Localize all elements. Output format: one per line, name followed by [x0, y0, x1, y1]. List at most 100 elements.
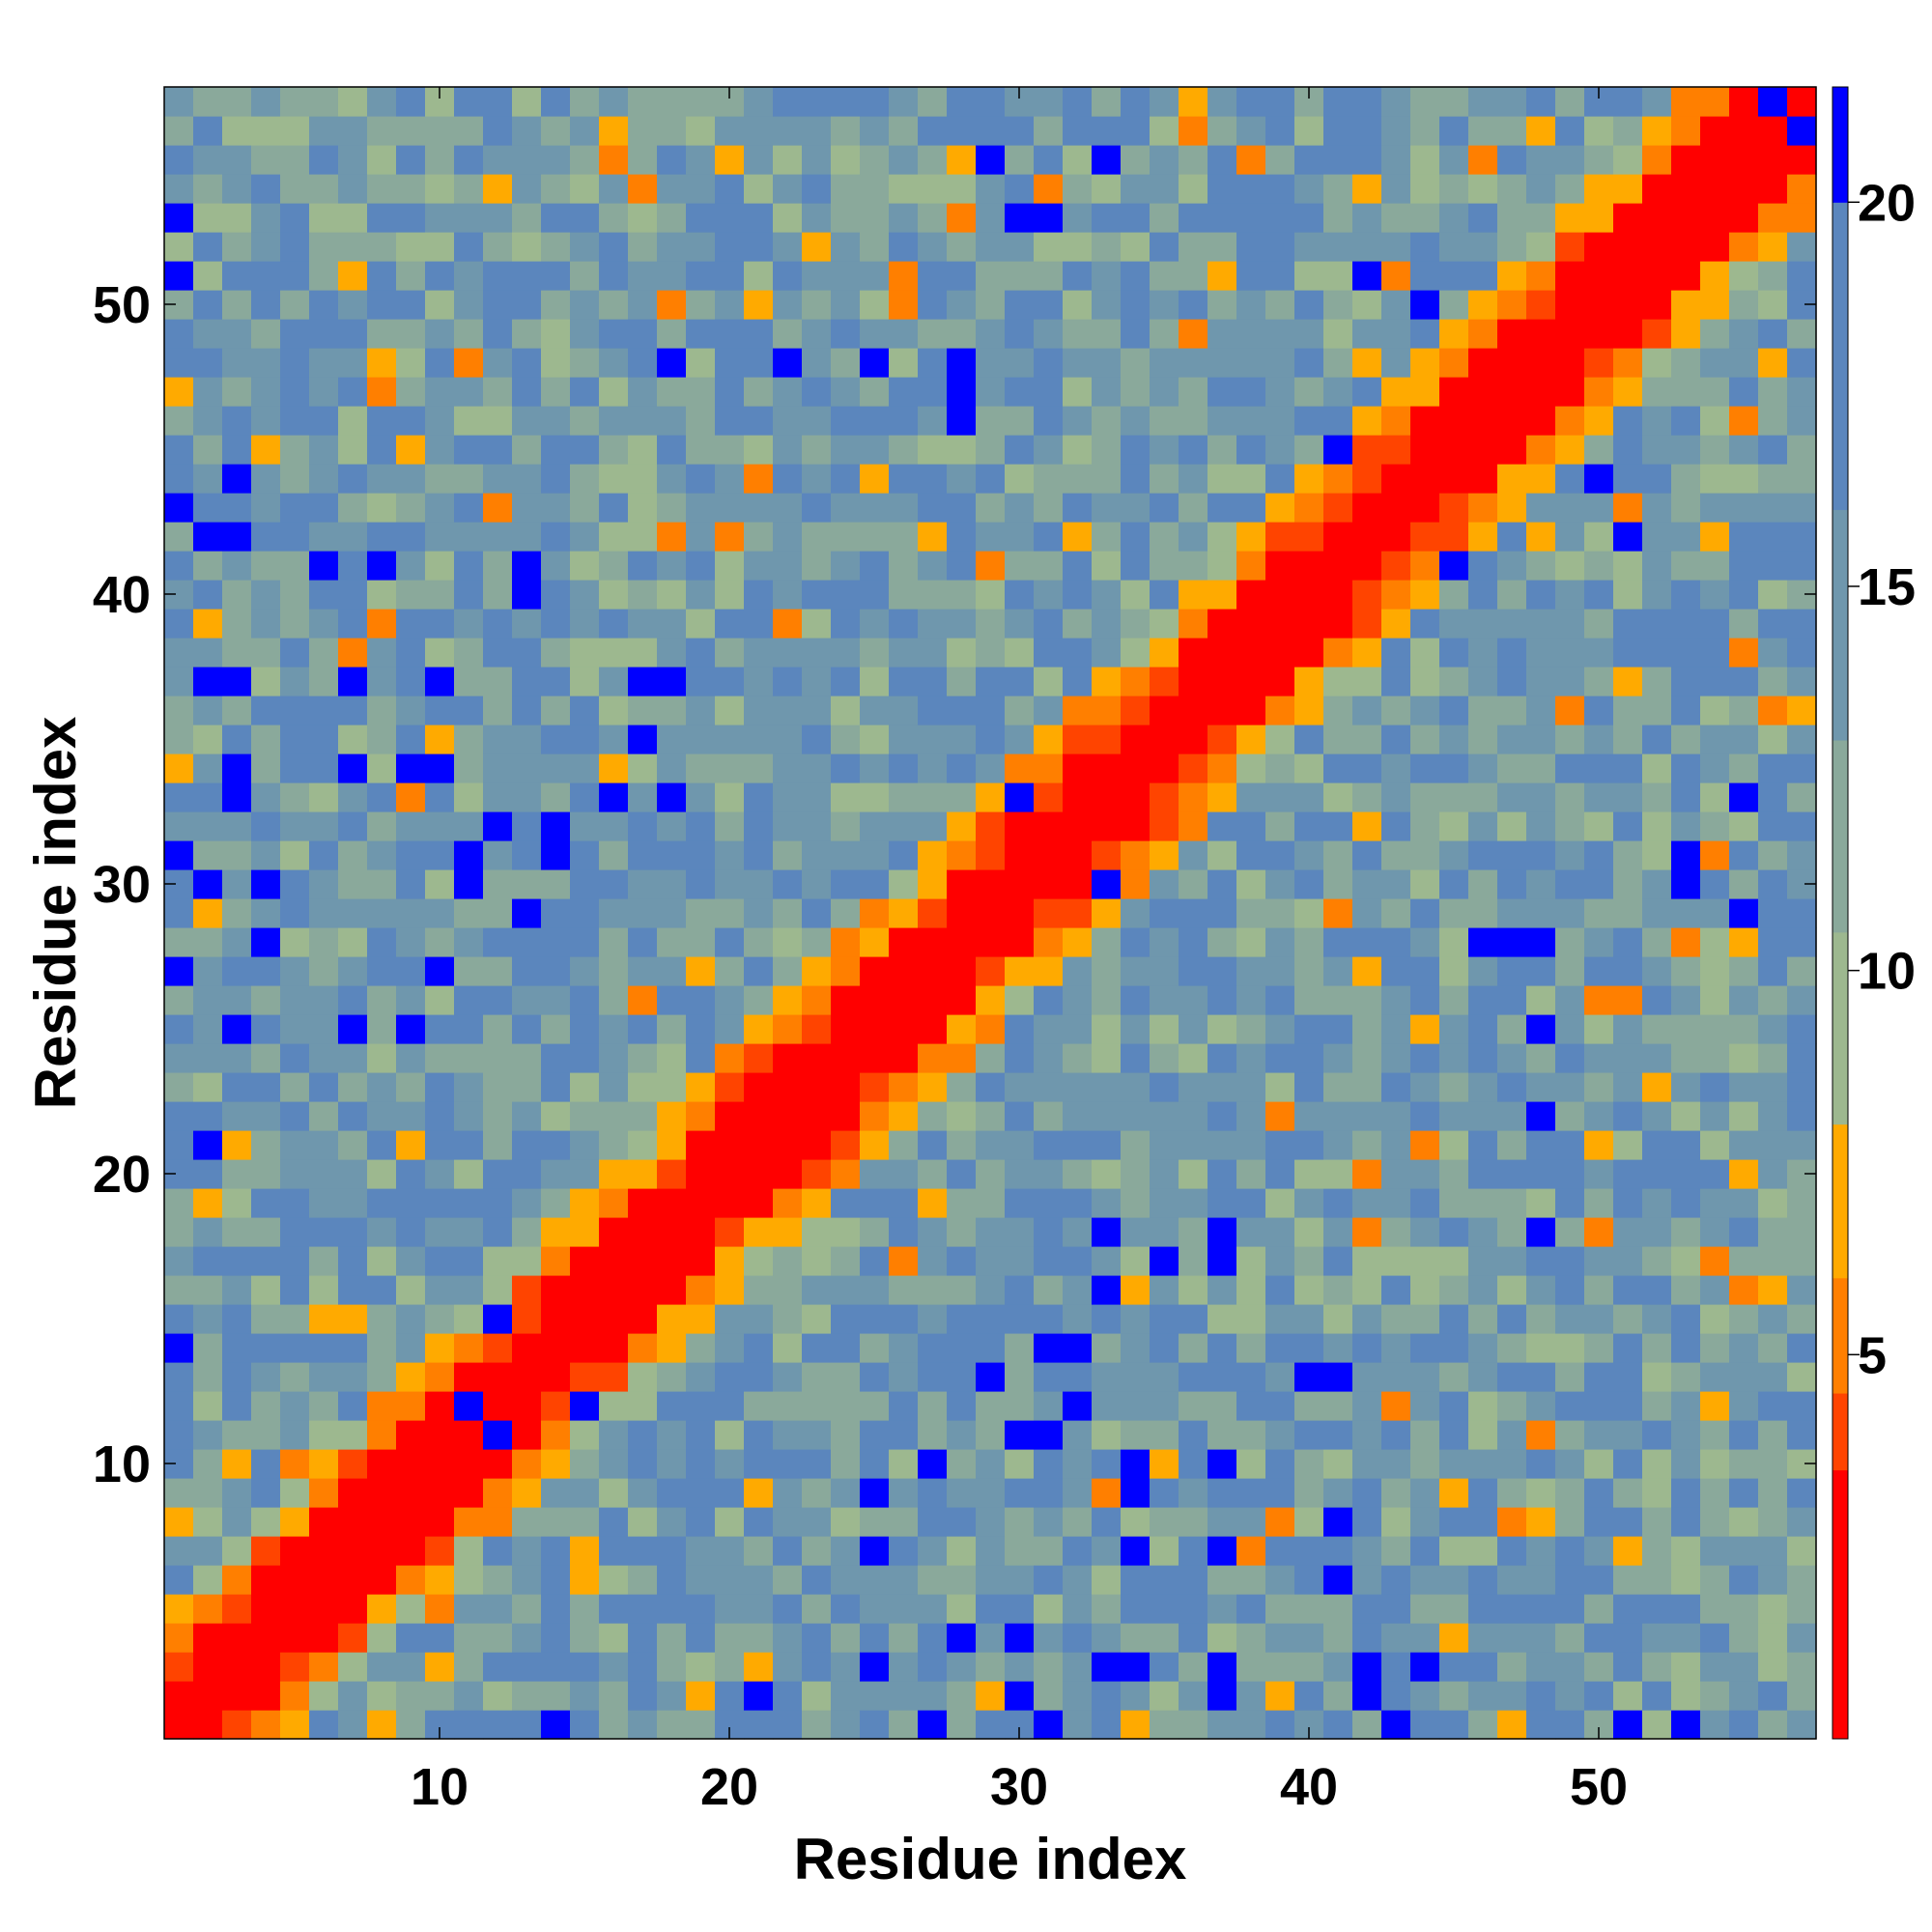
heatmap-cell	[1005, 1391, 1035, 1421]
colorbar-segment	[1833, 1277, 1848, 1394]
heatmap-cell	[1294, 1014, 1324, 1044]
heatmap-cell	[1613, 319, 1643, 349]
heatmap-cell	[1410, 985, 1440, 1015]
heatmap-cell	[1236, 174, 1266, 204]
heatmap-cell	[1005, 1014, 1035, 1044]
heatmap-cell	[1729, 898, 1759, 928]
heatmap-cell	[425, 1536, 455, 1566]
heatmap-cell	[1700, 464, 1730, 494]
heatmap-cell	[1034, 377, 1064, 407]
heatmap-cell	[1265, 348, 1295, 378]
heatmap-cell	[1352, 927, 1382, 957]
heatmap-cell	[686, 319, 716, 349]
heatmap-cell	[831, 145, 861, 175]
heatmap-cell	[338, 493, 368, 523]
heatmap-cell	[1700, 1130, 1730, 1160]
heatmap-cell	[1323, 1391, 1353, 1421]
heatmap-cell	[396, 811, 426, 841]
heatmap-cell	[1208, 1246, 1237, 1276]
heatmap-cell	[1758, 348, 1788, 378]
heatmap-cell	[1005, 377, 1035, 407]
heatmap-cell	[686, 811, 716, 841]
heatmap-cell	[1208, 1507, 1237, 1537]
heatmap-cell	[1323, 638, 1353, 668]
heatmap-cell	[657, 348, 687, 378]
heatmap-cell	[976, 1072, 1006, 1102]
heatmap-cell	[1700, 724, 1730, 754]
heatmap-cell	[599, 1188, 629, 1218]
heatmap-cell	[570, 551, 600, 581]
colorbar-segment	[1833, 87, 1848, 203]
heatmap-cell	[512, 1101, 542, 1131]
heatmap-cell	[1497, 1565, 1527, 1595]
heatmap-cell	[1497, 696, 1527, 725]
heatmap-cell	[1236, 1623, 1266, 1653]
y-tick-label: 40	[93, 566, 151, 624]
heatmap-cell	[454, 1507, 484, 1537]
heatmap-cell	[1150, 464, 1179, 494]
heatmap-cell	[831, 898, 861, 928]
heatmap-cell	[280, 638, 310, 668]
heatmap-cell	[1323, 464, 1353, 494]
heatmap-cell	[831, 927, 861, 957]
heatmap-cell	[860, 406, 890, 436]
heatmap-cell	[1092, 1101, 1122, 1131]
heatmap-cell	[1497, 87, 1527, 117]
heatmap-cell	[976, 1246, 1006, 1276]
heatmap-cell	[1121, 1304, 1151, 1334]
heatmap-cell	[1294, 927, 1324, 957]
heatmap-cell	[1758, 869, 1788, 899]
heatmap-cell	[1005, 840, 1035, 870]
heatmap-cell	[947, 377, 977, 407]
heatmap-cell	[947, 319, 977, 349]
heatmap-cell	[1121, 1159, 1151, 1189]
heatmap-cell	[483, 1449, 513, 1479]
heatmap-cell	[1439, 522, 1469, 552]
heatmap-cell	[1526, 869, 1556, 899]
heatmap-cell	[1352, 174, 1382, 204]
heatmap-cell	[1381, 580, 1411, 610]
heatmap-cell	[541, 1594, 571, 1624]
heatmap-cell	[1381, 1304, 1411, 1334]
heatmap-cell	[1555, 1304, 1585, 1334]
heatmap-cell	[1236, 1565, 1266, 1595]
heatmap-cell	[280, 435, 310, 465]
heatmap-cell	[454, 1246, 484, 1276]
heatmap-cell	[1787, 377, 1817, 407]
heatmap-cell	[570, 203, 600, 233]
heatmap-cell	[1584, 1623, 1614, 1653]
heatmap-cell	[193, 1478, 223, 1508]
heatmap-cell	[1787, 956, 1817, 986]
heatmap-cell	[1410, 145, 1440, 175]
heatmap-cell	[338, 348, 368, 378]
heatmap-cell	[367, 1362, 397, 1392]
heatmap-cell	[715, 406, 745, 436]
heatmap-cell	[541, 696, 571, 725]
heatmap-cell	[1034, 87, 1064, 117]
heatmap-cell	[425, 724, 455, 754]
heatmap-cell	[1352, 1449, 1382, 1479]
heatmap-cell	[1150, 898, 1179, 928]
heatmap-cell	[1381, 1652, 1411, 1682]
heatmap-cell	[1208, 1130, 1237, 1160]
heatmap-cell	[947, 724, 977, 754]
heatmap-cell	[1555, 1478, 1585, 1508]
heatmap-cell	[1208, 898, 1237, 928]
heatmap-cell	[802, 580, 832, 610]
heatmap-cell	[1294, 1101, 1324, 1131]
heatmap-cell	[889, 87, 919, 117]
heatmap-cell	[1671, 724, 1701, 754]
heatmap-cell	[1034, 1130, 1064, 1160]
heatmap-cell	[222, 174, 252, 204]
heatmap-cell	[222, 1043, 252, 1073]
heatmap-cell	[338, 1072, 368, 1102]
heatmap-cell	[1236, 1246, 1266, 1276]
heatmap-cell	[222, 319, 252, 349]
heatmap-cell	[831, 1304, 861, 1334]
heatmap-cell	[367, 696, 397, 725]
heatmap-cell	[222, 1420, 252, 1450]
heatmap-cell	[454, 927, 484, 957]
heatmap-cell	[512, 1130, 542, 1160]
heatmap-cell	[1671, 522, 1701, 552]
heatmap-cell	[280, 145, 310, 175]
